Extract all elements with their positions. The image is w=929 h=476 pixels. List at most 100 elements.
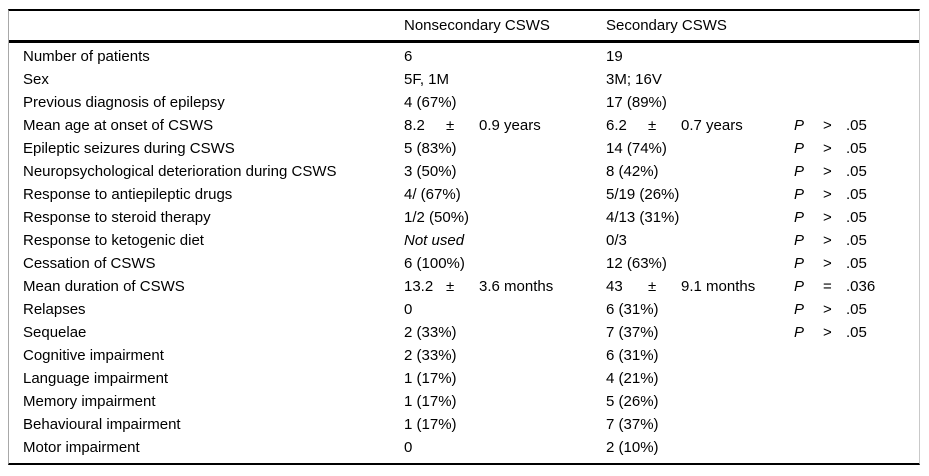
p-value: P > .05 (794, 252, 919, 275)
row-label: Response to ketogenic diet (23, 232, 204, 249)
cell-part: P (794, 209, 805, 226)
cell-part: 0.7 years (681, 117, 743, 134)
cell-part: = (823, 278, 832, 295)
table-row: Mean duration of CSWS 13.2 ±3.6 months 43… (9, 275, 919, 298)
header-secondary-csws: Secondary CSWS (606, 16, 727, 34)
cell-part: > (823, 232, 832, 249)
secondary-value: 7 (37%) (606, 416, 659, 433)
cell-part: .05 (846, 301, 867, 318)
cell-part: 0.9 years (479, 117, 541, 134)
cell-part: ± (648, 278, 657, 295)
cell-part: > (823, 163, 832, 180)
row-label: Memory impairment (23, 393, 156, 410)
secondary-value: 3M; 16V (606, 71, 662, 88)
row-label: Epileptic seizures during CSWS (23, 140, 235, 157)
cell-part: P (794, 232, 805, 249)
cell-part: ± (446, 117, 455, 134)
cell-part: P (794, 186, 805, 203)
secondary-value: 4/13 (31%) (606, 209, 680, 226)
row-label: Number of patients (23, 48, 150, 65)
nonsecondary-value: 2 (33%) (404, 324, 457, 341)
table-body: Number of patients 6 19 Sex 5F, 1M 3M; 1… (9, 43, 919, 463)
table-row: Number of patients 6 19 (9, 45, 919, 68)
secondary-value: 2 (10%) (606, 439, 659, 456)
cell-part: > (823, 324, 832, 341)
nonsecondary-value: 8.2 ±0.9 years (404, 114, 606, 137)
cell-part: > (823, 255, 832, 272)
nonsecondary-value: 2 (33%) (404, 347, 457, 364)
table-row: Mean age at onset of CSWS 8.2 ±0.9 years … (9, 114, 919, 137)
cell-part: > (823, 140, 832, 157)
secondary-value: 6.2 ±0.7 years (606, 114, 794, 137)
secondary-value: 5/19 (26%) (606, 186, 680, 203)
nonsecondary-value: 0 (404, 301, 413, 318)
p-value: P > .05 (794, 137, 919, 160)
nonsecondary-value: 1/2 (50%) (404, 209, 470, 226)
p-value: P > .05 (794, 114, 919, 137)
csws-comparison-table: Nonsecondary CSWS Secondary CSWS Number … (8, 9, 920, 465)
nonsecondary-value: 5F, 1M (404, 71, 450, 88)
row-label: Motor impairment (23, 439, 140, 456)
nonsecondary-value: 4/ (67%) (404, 186, 461, 203)
row-label: Previous diagnosis of epilepsy (23, 94, 225, 111)
cell-part: > (823, 301, 832, 318)
cell-part: 6.2 (606, 117, 627, 134)
cell-part: .05 (846, 255, 867, 272)
table-row: Epileptic seizures during CSWS 5 (83%) 1… (9, 137, 919, 160)
table-row: Sequelae 2 (33%) 7 (37%) P > .05 (9, 321, 919, 344)
cell-part: ± (648, 117, 657, 134)
table-row: Sex 5F, 1M 3M; 16V (9, 68, 919, 91)
cell-part: 9.1 months (681, 278, 756, 295)
table-row: Motor impairment 0 2 (10%) (9, 436, 919, 459)
p-value: P > .05 (794, 183, 919, 206)
cell-part: ± (446, 278, 455, 295)
cell-part: .05 (846, 117, 867, 134)
row-label: Sequelae (23, 324, 87, 341)
p-value: P > .05 (794, 229, 919, 252)
cell-part: > (823, 117, 832, 134)
table-row: Cessation of CSWS 6 (100%) 12 (63%) P > .0… (9, 252, 919, 275)
secondary-value: 7 (37%) (606, 324, 659, 341)
nonsecondary-value: 6 (100%) (404, 255, 465, 272)
nonsecondary-value: 1 (17%) (404, 393, 457, 410)
nonsecondary-value: 13.2 ±3.6 months (404, 275, 606, 298)
cell-part: .05 (846, 186, 867, 203)
cell-part: .05 (846, 140, 867, 157)
table-row: Response to ketogenic diet Not used 0/3 … (9, 229, 919, 252)
row-label: Behavioural impairment (23, 416, 181, 433)
nonsecondary-value: 1 (17%) (404, 416, 457, 433)
p-value: P > .05 (794, 160, 919, 183)
row-label: Neuropsychological deterioration during … (23, 163, 337, 180)
cell-part: 8.2 (404, 117, 425, 134)
p-value: P > .05 (794, 321, 919, 344)
cell-part: P (794, 255, 805, 272)
nonsecondary-value: 0 (404, 439, 413, 456)
cell-part: P (794, 117, 805, 134)
secondary-value: 17 (89%) (606, 94, 667, 111)
row-label: Mean duration of CSWS (23, 278, 185, 295)
cell-part: P (794, 163, 805, 180)
cell-part: .05 (846, 163, 867, 180)
cell-part: .036 (846, 278, 876, 295)
secondary-value: 4 (21%) (606, 370, 659, 387)
cell-part: P (794, 301, 805, 318)
secondary-value: 43 ±9.1 months (606, 275, 794, 298)
table-row: Previous diagnosis of epilepsy 4 (67%) 1… (9, 91, 919, 114)
table-row: Response to steroid therapy 1/2 (50%) 4/… (9, 206, 919, 229)
header-nonsecondary-csws: Nonsecondary CSWS (404, 16, 550, 34)
table-row: Cognitive impairment 2 (33%) 6 (31%) (9, 344, 919, 367)
nonsecondary-value: Not used (404, 232, 465, 249)
secondary-value: 14 (74%) (606, 140, 667, 157)
table-row: Language impairment 1 (17%) 4 (21%) (9, 367, 919, 390)
secondary-value: 5 (26%) (606, 393, 659, 410)
cell-part: > (823, 209, 832, 226)
secondary-value: 6 (31%) (606, 347, 659, 364)
cell-part: .05 (846, 209, 867, 226)
cell-part: P (794, 140, 805, 157)
table-row: Response to antiepileptic drugs 4/ (67%)… (9, 183, 919, 206)
secondary-value: 6 (31%) (606, 301, 659, 318)
cell-part: .05 (846, 324, 867, 341)
nonsecondary-value: 6 (404, 48, 413, 65)
table-row: Neuropsychological deterioration during … (9, 160, 919, 183)
cell-part: P (794, 278, 805, 295)
